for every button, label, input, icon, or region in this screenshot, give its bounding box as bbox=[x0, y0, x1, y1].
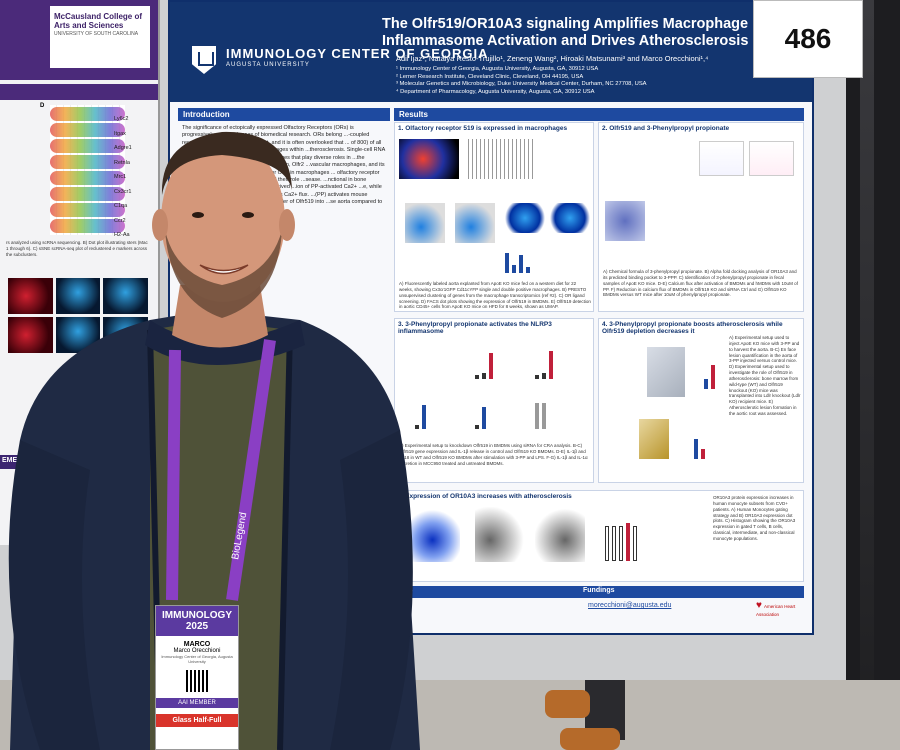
neighbor-poster-header: McCausland College of Arts and Sciences … bbox=[0, 0, 158, 80]
bar-chart bbox=[605, 521, 637, 561]
qr-code-icon bbox=[186, 670, 208, 692]
panel-caption: A) Chemical formula of 3-phenylpropyl pr… bbox=[603, 269, 798, 298]
dot-plot bbox=[535, 507, 585, 562]
aha-logo: American Heart Association bbox=[756, 600, 796, 617]
gene-label: Itgax bbox=[114, 130, 126, 137]
results-panel-1: 1. Olfactory receptor 519 is expressed i… bbox=[394, 122, 594, 312]
bar-chart bbox=[704, 359, 715, 389]
results-heading: Results bbox=[394, 108, 804, 121]
poster-number-card: 486 bbox=[753, 0, 863, 78]
poster-body: Introduction The significance of ectopic… bbox=[178, 108, 804, 628]
bar-chart bbox=[535, 399, 546, 429]
gene-labels: Ly6c2 Itgax Adgre1 Retnla Mrc1 Cx3cr1 C1qa Ccr2… bbox=[114, 112, 132, 243]
panel-caption: OR10A3 protein expression increases in h… bbox=[713, 495, 796, 541]
fundings-heading: Fundings bbox=[583, 587, 615, 594]
floor bbox=[0, 680, 900, 750]
results-panel-2: 2. Olfr519 and 3-Phenylpropyl propionate… bbox=[598, 122, 804, 312]
umap-plot bbox=[505, 203, 545, 233]
bar-chart bbox=[475, 399, 486, 429]
badge-full-name: Marco Orecchioni bbox=[173, 648, 221, 654]
poster-affiliations: ¹ Immunology Center of Georgia, Augusta … bbox=[396, 66, 647, 96]
research-poster: IMMUNOLOGY CENTER OF GEORGIA AUGUSTA UNI… bbox=[168, 0, 814, 635]
intro-heading: Introduction bbox=[178, 108, 390, 121]
umap-plot bbox=[550, 203, 590, 233]
neighbor-band bbox=[0, 84, 158, 100]
neighbor-caption: rs analyzed using scRNA sequencing. B) D… bbox=[6, 240, 148, 257]
contacts-heading: Contacts bbox=[383, 587, 413, 594]
aorta-image bbox=[399, 139, 459, 179]
poster-title: The Olfr519/OR10A3 signaling Amplifies M… bbox=[382, 16, 749, 50]
heatmap-image bbox=[465, 139, 535, 179]
gene-label: Ly6c2 bbox=[114, 116, 129, 122]
gene-label: Retnla bbox=[114, 159, 130, 166]
gating-plot bbox=[405, 507, 460, 562]
panel-caption: A) Experimental setup to knockdown Olfr5… bbox=[399, 443, 588, 466]
aortic-root-image bbox=[639, 419, 669, 459]
footer-bar: References Contacts Fundings bbox=[178, 586, 804, 598]
bar-chart bbox=[475, 349, 493, 379]
bar-chart bbox=[694, 429, 705, 459]
augusta-shield-icon bbox=[192, 46, 216, 74]
college-logo: McCausland College of Arts and Sciences … bbox=[50, 6, 150, 68]
results-column: Results 1. Olfactory receptor 519 is exp… bbox=[394, 108, 804, 483]
badge-event: IMMUNOLOGY 2025 bbox=[156, 606, 238, 636]
affiliation: ⁴ Department of Pharmacology, Augusta Un… bbox=[396, 88, 595, 95]
panel-title: 1. Olfactory receptor 519 is expressed i… bbox=[398, 125, 568, 132]
contact-email: morecchioni@augusta.edu bbox=[588, 602, 672, 609]
microscopy-grid bbox=[8, 278, 148, 353]
panel-title: 6. Expression of OR10A3 increases with a… bbox=[398, 493, 572, 500]
poster-header: IMMUNOLOGY CENTER OF GEORGIA AUGUSTA UNI… bbox=[170, 2, 812, 102]
university-name: IMMUNOLOGY CENTER OF GEORGIA AUGUSTA UNI… bbox=[226, 46, 489, 69]
results-panel-3: 3. 3-Phenylpropyl propionate activates t… bbox=[394, 318, 594, 483]
university-sub: AUGUSTA UNIVERSITY bbox=[226, 61, 310, 68]
neighbor-poster: McCausland College of Arts and Sciences … bbox=[0, 0, 160, 545]
panel-caption: A) Fluorescently labeled aorta explanted… bbox=[399, 281, 591, 310]
name-badge: IMMUNOLOGY 2025 MARCO Marco Orecchioni I… bbox=[155, 605, 239, 750]
board-edge bbox=[874, 0, 900, 680]
affiliation: ¹ Immunology Center of Georgia, Augusta … bbox=[396, 66, 599, 72]
college-name: McCausland College of Arts and Sciences bbox=[54, 12, 143, 31]
gene-label: Cx3cr1 bbox=[114, 188, 132, 195]
panel-title: 4. 3-Phenylpropyl propionate boosts athe… bbox=[602, 321, 783, 335]
intro-column: Introduction The significance of ectopic… bbox=[178, 108, 390, 391]
references-heading: References bbox=[183, 587, 221, 594]
panel-title: 2. Olfr519 and 3-Phenylpropyl propionate bbox=[602, 125, 730, 132]
college-sub: UNIVERSITY OF SOUTH CAROLINA bbox=[54, 31, 139, 38]
gene-label: Adgre1 bbox=[114, 145, 132, 151]
violin-plot bbox=[50, 105, 125, 235]
aorta-enface-image bbox=[647, 347, 685, 397]
gene-label: Ccr2 bbox=[114, 217, 126, 224]
affiliation: ³ Molecular Genetics and Microbiology, D… bbox=[396, 81, 647, 88]
badge-first-name: MARCO bbox=[183, 641, 211, 648]
results-panel-4: 4. 3-Phenylpropyl propionate boosts athe… bbox=[598, 318, 804, 483]
panel-letter: D bbox=[40, 103, 45, 109]
panel-title: 3. 3-Phenylpropyl propionate activates t… bbox=[398, 321, 552, 335]
gene-label: H2-Aa bbox=[114, 232, 130, 238]
calcium-trace bbox=[699, 141, 744, 176]
badge-member: AAI MEMBER bbox=[156, 698, 238, 708]
dot-plot bbox=[475, 507, 525, 562]
docking-image bbox=[605, 201, 645, 241]
facs-plot bbox=[455, 203, 495, 243]
gene-label: C1qa bbox=[114, 203, 128, 209]
gene-label: Mrc1 bbox=[114, 174, 127, 180]
bar-chart bbox=[535, 349, 553, 379]
panel-caption: A) Experimental setup used to inject Apo… bbox=[729, 335, 801, 416]
affiliation: ² Lerner Research Institute, Cleveland C… bbox=[396, 73, 584, 80]
poster-authors: Adil Ijaz¹, Natalya Resto-Trujillo¹, Zen… bbox=[396, 54, 709, 63]
bar-chart bbox=[505, 248, 530, 273]
badge-sponsor: Glass Half-Full bbox=[156, 714, 238, 727]
badge-affiliation: Immunology Center of Georgia, Augusta Un… bbox=[161, 654, 233, 664]
neighbor-section-label: EMENT bbox=[0, 455, 40, 469]
facs-plot bbox=[405, 203, 445, 243]
university-title: IMMUNOLOGY CENTER OF GEORGIA bbox=[226, 46, 489, 61]
intro-text: The significance of ectopically expresse… bbox=[182, 125, 385, 213]
calcium-trace bbox=[749, 141, 794, 176]
results-panel-6: 6. Expression of OR10A3 increases with a… bbox=[394, 490, 804, 582]
bar-chart bbox=[415, 399, 426, 429]
